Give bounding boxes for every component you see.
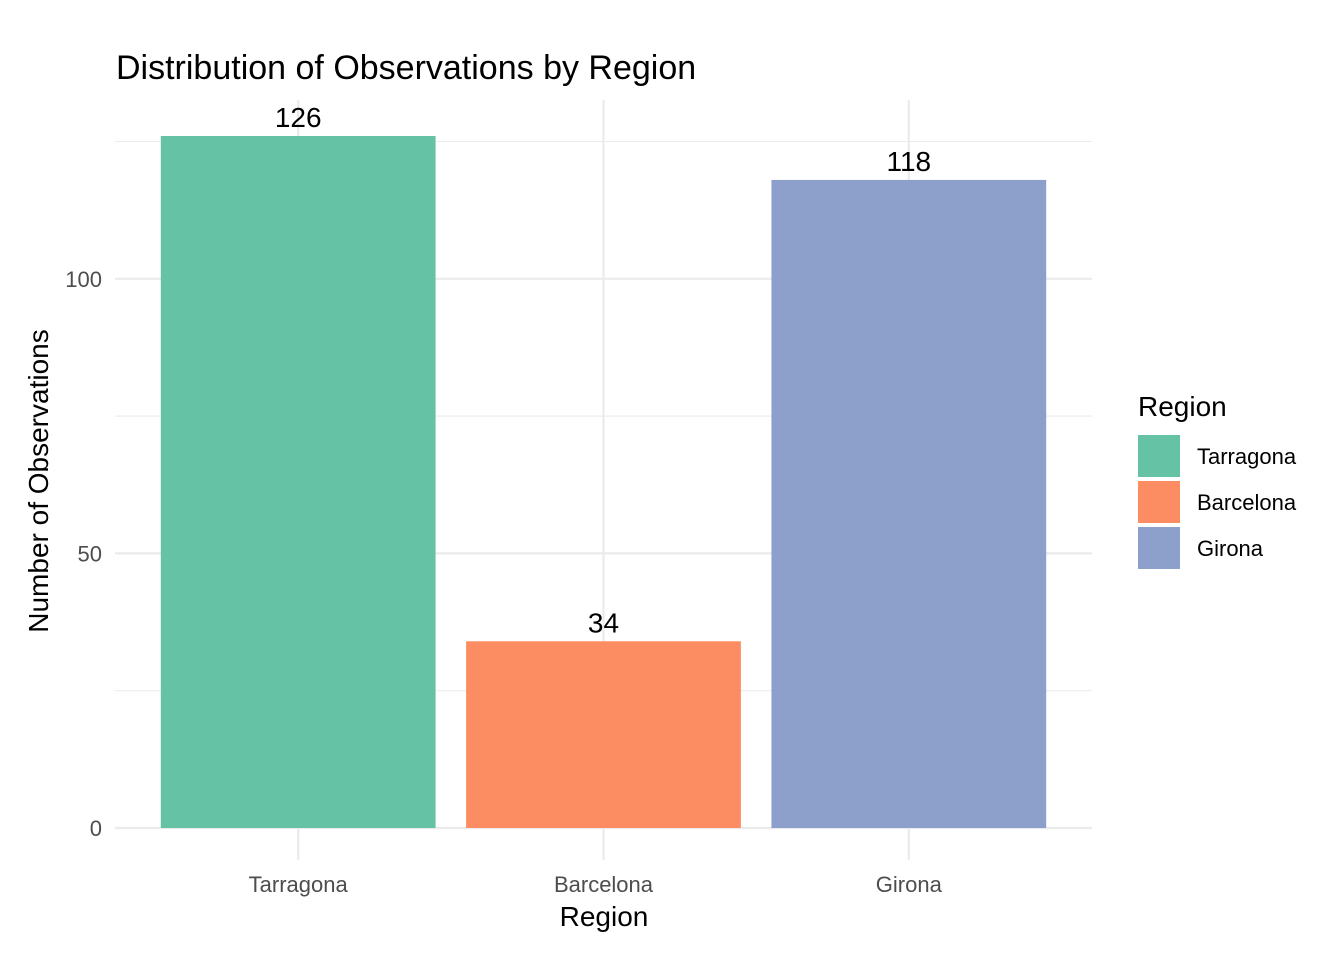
- legend-swatch: [1138, 435, 1180, 477]
- x-axis-ticks: Tarragona Barcelona Girona: [249, 872, 943, 897]
- bars: [160, 136, 1047, 828]
- x-tick-label: Barcelona: [554, 872, 654, 897]
- data-label-barcelona: 34: [588, 607, 619, 638]
- bar-girona: [771, 179, 1047, 828]
- legend-title: Region: [1138, 391, 1227, 422]
- data-label-tarragona: 126: [275, 102, 322, 133]
- legend-swatch: [1138, 527, 1180, 569]
- y-tick-label: 0: [90, 816, 102, 841]
- x-tick-label: Girona: [876, 872, 943, 897]
- x-tick-label: Tarragona: [249, 872, 349, 897]
- data-label-girona: 118: [886, 146, 931, 177]
- legend-label: Tarragona: [1197, 444, 1297, 469]
- y-axis-title: Number of Observations: [23, 329, 54, 632]
- x-axis-title: Region: [560, 901, 649, 932]
- data-labels: 126 34 118: [275, 102, 931, 638]
- legend-label: Girona: [1197, 536, 1264, 561]
- y-tick-label: 50: [78, 541, 102, 566]
- legend-swatch: [1138, 481, 1180, 523]
- bar-tarragona: [160, 136, 436, 828]
- bar-barcelona: [466, 641, 741, 828]
- legend: Region Tarragona Barcelona Girona: [1138, 391, 1297, 569]
- y-tick-label: 100: [65, 267, 102, 292]
- legend-label: Barcelona: [1197, 490, 1297, 515]
- y-axis-ticks: 0 50 100: [65, 267, 102, 841]
- legend-items: Tarragona Barcelona Girona: [1138, 435, 1297, 569]
- chart-title: Distribution of Observations by Region: [116, 49, 696, 87]
